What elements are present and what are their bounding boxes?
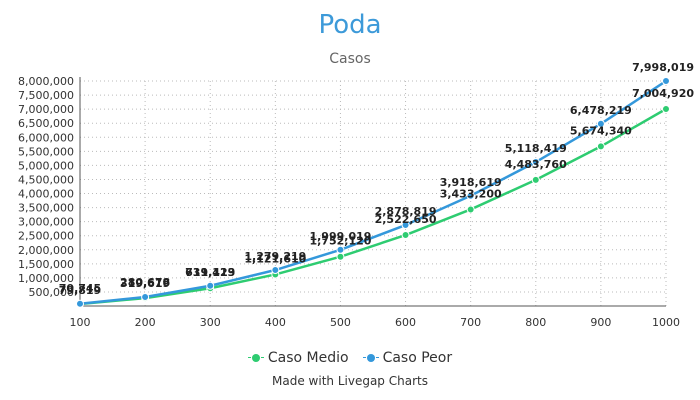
data-point-caso-peor xyxy=(76,299,84,308)
x-tick-label: 200 xyxy=(135,316,156,329)
x-tick-label: 800 xyxy=(525,316,546,329)
data-label-caso-medio: 631,123 xyxy=(185,266,235,279)
data-point-caso-peor xyxy=(466,191,475,200)
data-label-caso-peor: 2,878,819 xyxy=(375,205,437,218)
legend-item-caso-peor[interactable]: Caso Peor xyxy=(362,350,453,366)
data-point-caso-peor xyxy=(401,221,410,230)
series-line-caso-medio xyxy=(79,107,667,306)
data-label-caso-peor: 319,619 xyxy=(120,277,170,290)
x-tick-label: 1000 xyxy=(652,316,680,329)
y-tick-label: 2,500,000 xyxy=(18,230,74,243)
data-label-caso-medio: 3,433,200 xyxy=(440,187,502,200)
data-label-caso-medio: 1,121,610 xyxy=(244,252,306,265)
data-point-caso-peor xyxy=(662,77,670,86)
y-tick-label: 6,000,000 xyxy=(18,131,74,144)
y-tick-label: 1,000,000 xyxy=(18,272,74,285)
chart-subtitle: Casos xyxy=(329,51,371,67)
data-label-caso-peor: 1,279,219 xyxy=(244,250,306,263)
x-tick-label: 300 xyxy=(200,316,221,329)
y-tick-label: 3,500,000 xyxy=(18,202,74,215)
data-label-caso-peor: 7,998,019 xyxy=(632,61,694,74)
data-point-caso-peor xyxy=(141,293,150,302)
data-point-caso-medio xyxy=(531,175,540,184)
data-label-caso-medio: 4,483,760 xyxy=(505,158,567,171)
y-tick-label: 1,500,000 xyxy=(18,258,74,271)
data-label-caso-medio: 2,522,650 xyxy=(375,213,437,226)
x-tick-label: 600 xyxy=(395,316,416,329)
data-label-caso-peor: 79,819 xyxy=(59,284,101,297)
y-tick-label: 4,500,000 xyxy=(18,173,74,186)
data-point-caso-peor xyxy=(531,158,540,167)
y-tick-label: 500,000 xyxy=(29,286,75,299)
legend-marker-caso-peor xyxy=(362,353,379,363)
data-point-caso-peor xyxy=(271,266,280,275)
data-point-caso-medio xyxy=(596,142,605,151)
credit-text[interactable]: Made with Livegap Charts xyxy=(272,374,428,388)
y-tick-label: 5,000,000 xyxy=(18,159,74,172)
data-label-caso-medio: 280,678 xyxy=(120,276,170,289)
legend-label-caso-peor: Caso Peor xyxy=(382,350,453,366)
x-tick-label: 400 xyxy=(265,316,286,329)
data-point-caso-medio xyxy=(466,205,475,214)
x-tick-label: 900 xyxy=(590,316,611,329)
y-tick-label: 8,000,000 xyxy=(18,75,74,88)
legend-item-caso-medio[interactable]: Caso Medio xyxy=(247,350,349,366)
x-tick-label: 500 xyxy=(330,316,351,329)
data-label-caso-medio: 5,674,340 xyxy=(570,124,632,137)
y-tick-label: 2,000,000 xyxy=(18,244,74,257)
data-point-caso-medio xyxy=(662,104,670,113)
x-tick-label: 100 xyxy=(70,316,91,329)
data-label-caso-peor: 3,918,619 xyxy=(440,176,502,189)
y-tick-label: 7,000,000 xyxy=(18,103,74,116)
data-label-caso-medio: 1,752,120 xyxy=(309,235,371,248)
data-label-caso-medio: 70,745 xyxy=(59,282,101,295)
data-point-caso-medio xyxy=(401,231,410,240)
y-tick-label: 5,500,000 xyxy=(18,145,74,158)
data-label-caso-peor: 719,419 xyxy=(185,266,235,279)
x-tick-label: 700 xyxy=(460,316,481,329)
data-point-caso-peor xyxy=(596,119,605,128)
data-point-caso-peor xyxy=(206,281,215,290)
legend-label-caso-medio: Caso Medio xyxy=(267,350,349,366)
y-tick-label: 3,000,000 xyxy=(18,216,74,229)
y-tick-label: 4,000,000 xyxy=(18,188,74,201)
legend: Caso Medio Caso Peor xyxy=(0,350,700,366)
y-tick-label: 7,500,000 xyxy=(18,89,74,102)
data-label-caso-peor: 1,999,019 xyxy=(309,230,371,243)
chart-title: Poda xyxy=(318,10,382,40)
data-label-caso-peor: 5,118,419 xyxy=(505,142,567,155)
data-point-caso-medio xyxy=(336,252,345,261)
legend-marker-caso-medio xyxy=(247,353,264,363)
data-label-caso-medio: 7,004,920 xyxy=(632,87,694,100)
series-line-caso-peor xyxy=(79,80,667,305)
y-tick-label: 6,500,000 xyxy=(18,117,74,130)
data-point-caso-peor xyxy=(336,245,345,254)
data-label-caso-peor: 6,478,219 xyxy=(570,104,632,117)
